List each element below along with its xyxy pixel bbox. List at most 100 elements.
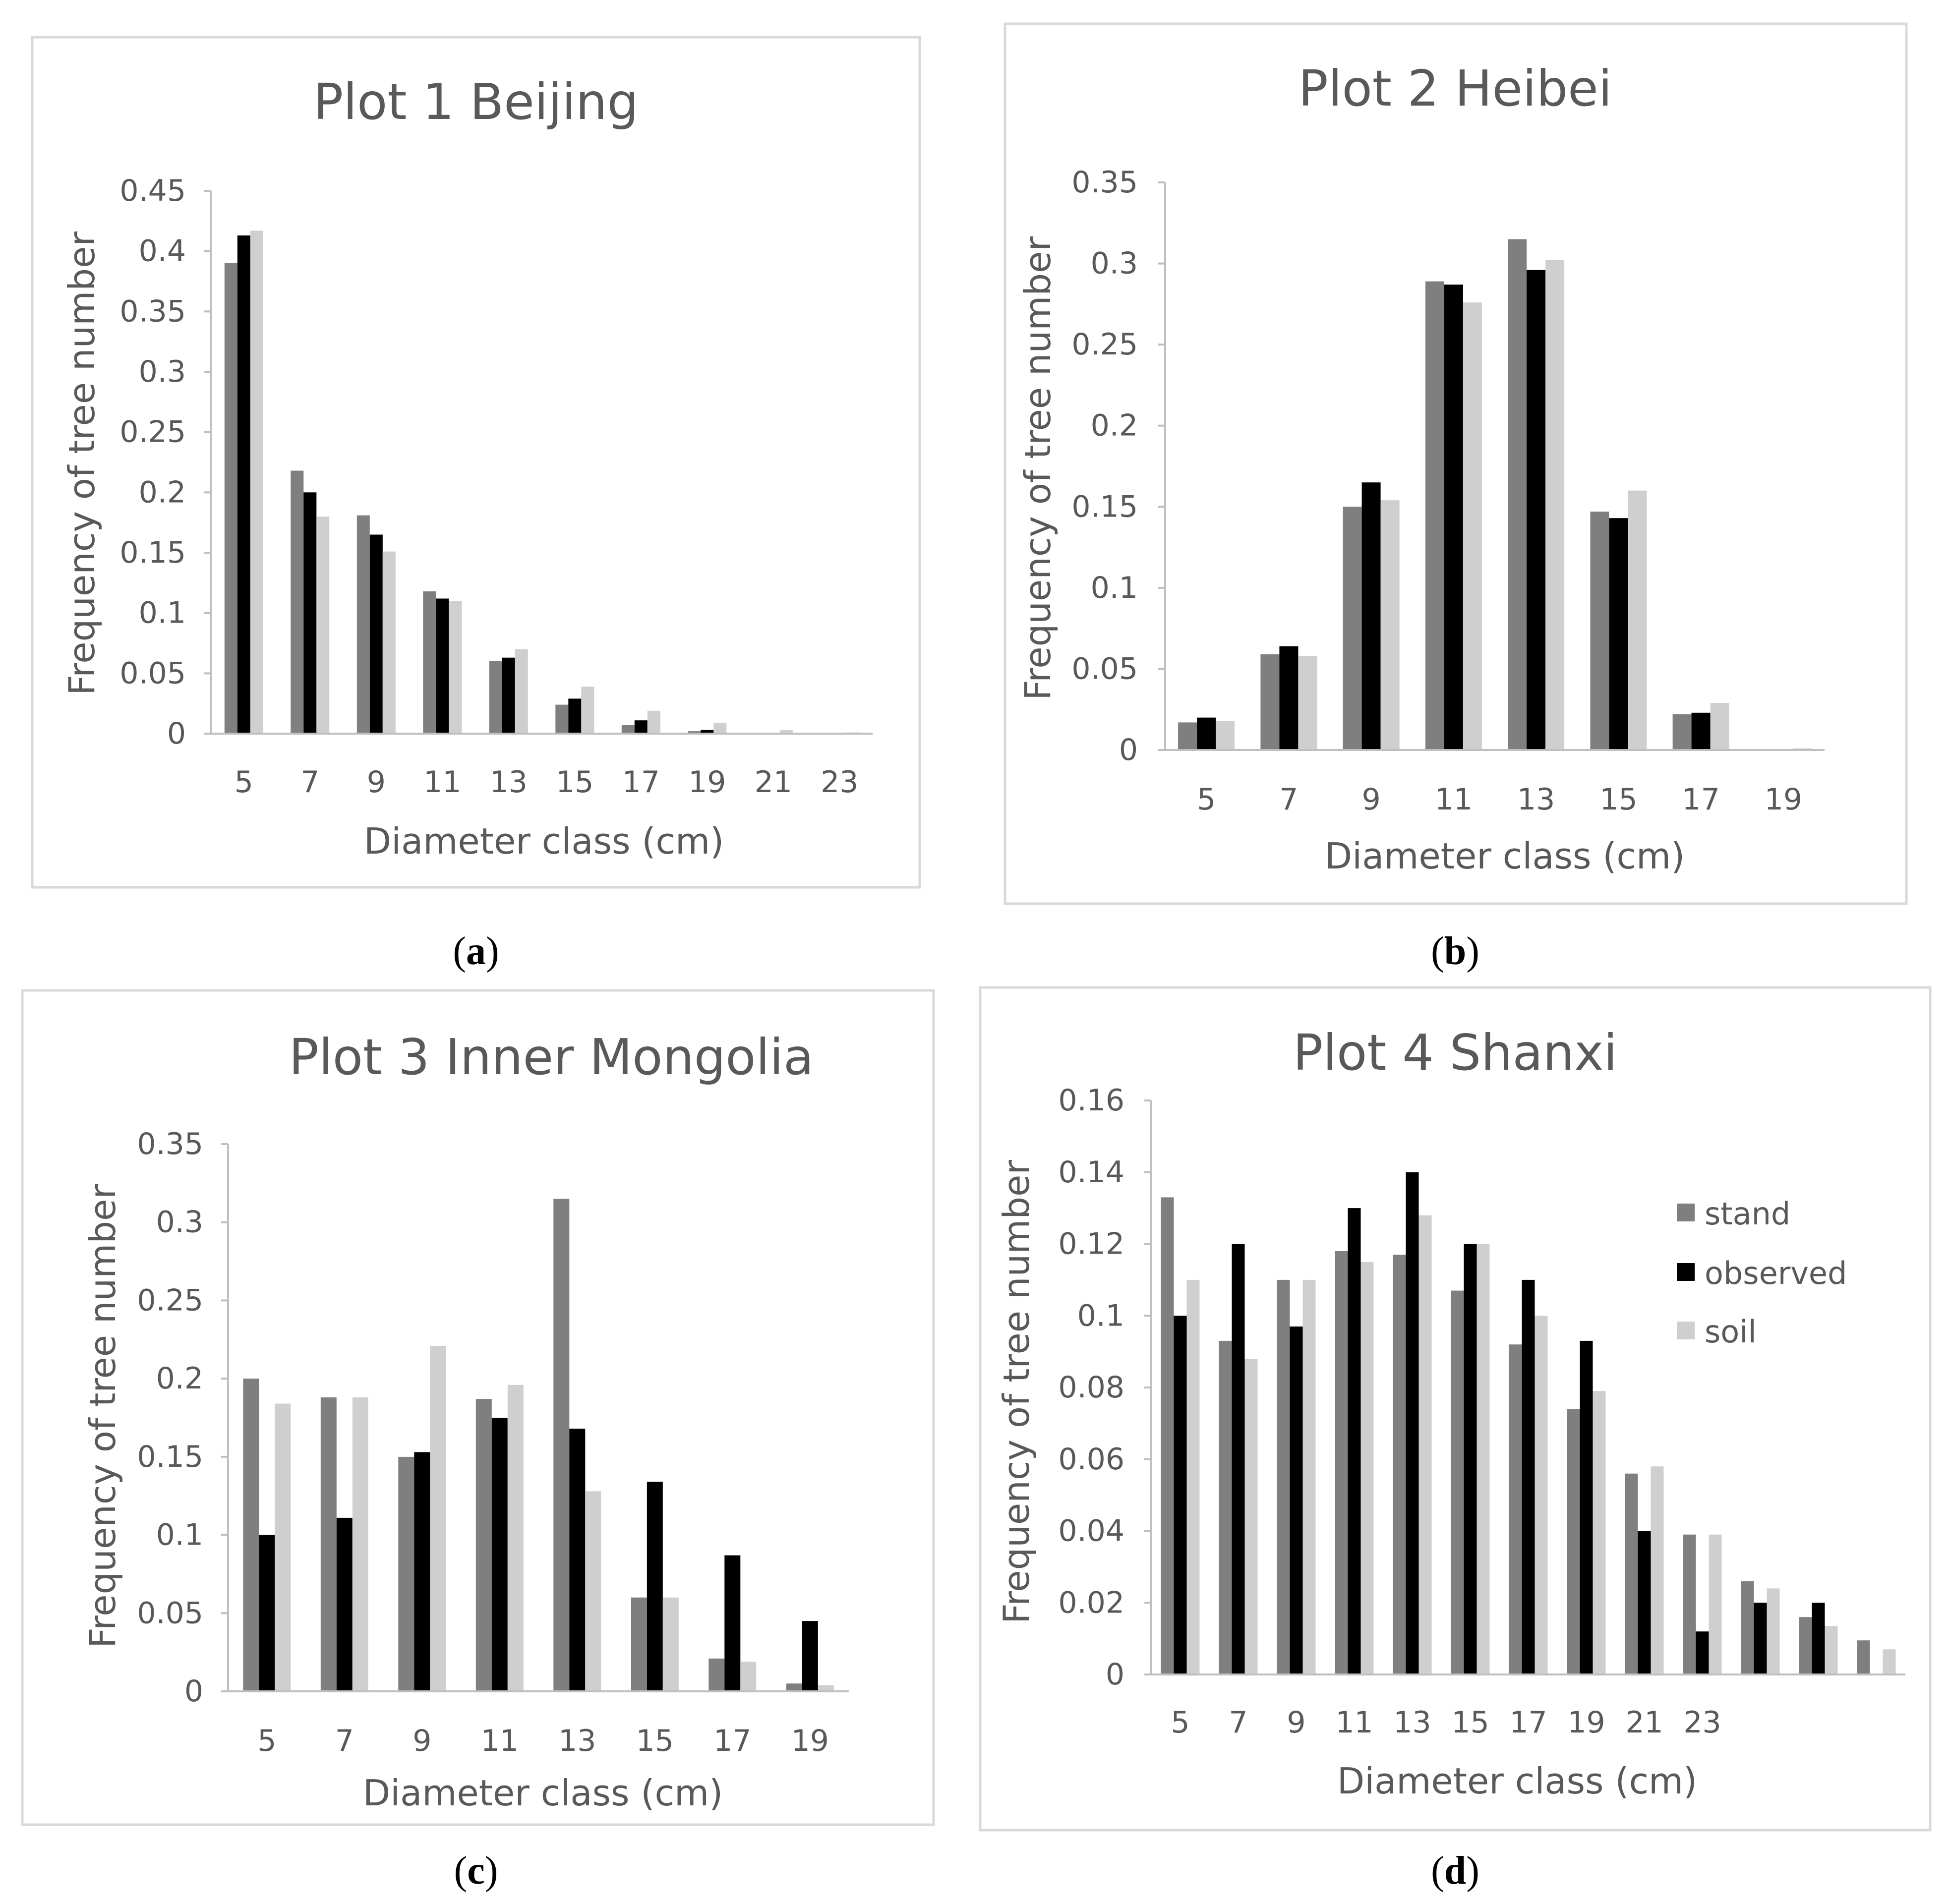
chart-a-bar-stand-11 — [423, 591, 436, 734]
chart-a-bar-soil-7 — [316, 517, 330, 734]
chart-a-bar-stand-7 — [291, 470, 304, 734]
chart-b-y-tick-label: 0.25 — [1071, 327, 1138, 362]
chart-c-bar-stand-7 — [320, 1397, 337, 1691]
chart-b-y-tick-label: 0.3 — [1091, 246, 1138, 281]
panel-a: Plot 1 Beijing Frequency of tree number … — [31, 36, 921, 973]
chart-b-bar-observed-7 — [1279, 646, 1299, 750]
chart-c-bar-stand-11 — [475, 1399, 492, 1691]
chart-b-bar-soil-7 — [1298, 656, 1317, 750]
chart-c-y-tick-label: 0.2 — [156, 1361, 203, 1396]
chart-d-x-tick-label: 21 — [1625, 1705, 1663, 1740]
chart-d-y-tick-label: 0.04 — [1058, 1514, 1124, 1549]
chart-b-x-tick-label: 9 — [1362, 782, 1381, 817]
chart-d-x-tick-label: 23 — [1683, 1705, 1721, 1740]
chart-d-bar-soil-21 — [1651, 1466, 1664, 1674]
chart-a-bar-observed-11 — [436, 598, 449, 734]
chart-a-bar-soil-5 — [250, 231, 263, 734]
chart-d-bar-soil-19 — [1593, 1391, 1606, 1674]
chart-c-x-tick-label: 7 — [335, 1724, 354, 1758]
chart-b-y-tick-label: 0.05 — [1071, 651, 1138, 686]
chart-d-bar-stand-9 — [1277, 1279, 1290, 1674]
legend-label-stand: stand — [1705, 1196, 1790, 1232]
chart-d-bar-stand-13 — [1393, 1255, 1406, 1674]
chart-d-title: Plot 4 Shanxi — [1293, 1024, 1617, 1082]
chart-a-bar-soil-17 — [647, 710, 660, 734]
panel-b: Plot 2 Heibei Frequency of tree number D… — [1004, 22, 1908, 973]
chart-b-bar-stand-7 — [1260, 654, 1280, 750]
chart-d-bar-soil-17 — [1535, 1316, 1548, 1675]
chart-c-x-axis-label: Diameter class (cm) — [363, 1772, 723, 1814]
chart-b-bar-observed-17 — [1691, 712, 1711, 750]
chart-a-x-tick-label: 13 — [490, 765, 528, 800]
chart-b-bar-soil-15 — [1628, 490, 1647, 750]
chart-d-bar-soil-class-12 — [1825, 1626, 1838, 1674]
chart-c-bar-stand-19 — [786, 1683, 802, 1691]
chart-d-bar-soil-5 — [1186, 1279, 1200, 1674]
chart-b-bar-soil-11 — [1463, 302, 1482, 750]
chart-b-bar-observed-13 — [1527, 270, 1546, 750]
chart-b-y-tick-label: 0.2 — [1091, 408, 1138, 443]
chart-a-y-tick-label: 0.25 — [119, 415, 186, 450]
chart-a-bar-stand-15 — [555, 704, 569, 734]
chart-c-bar-soil-19 — [818, 1685, 834, 1691]
chart-a-bar-observed-7 — [303, 492, 317, 734]
chart-a-x-tick-label: 15 — [556, 765, 593, 800]
chart-c-bar-soil-5 — [275, 1403, 291, 1691]
chart-d-bar-soil-15 — [1477, 1244, 1490, 1674]
chart-b-x-tick-label: 17 — [1682, 782, 1719, 817]
chart-c-y-tick-label: 0.35 — [137, 1127, 203, 1161]
chart-d-bar-observed-15 — [1464, 1244, 1477, 1674]
chart-c-bar-observed-11 — [491, 1418, 508, 1691]
chart-c-bar-observed-13 — [569, 1429, 586, 1691]
chart-b-bar-stand-13 — [1508, 239, 1527, 750]
chart-d-legend: stand observed soil — [1677, 1196, 1847, 1350]
legend-label-observed: observed — [1705, 1255, 1847, 1291]
chart-c-y-tick-label: 0.05 — [137, 1596, 203, 1630]
panel-c-label: (c) — [454, 1849, 498, 1893]
chart-c-bar-observed-19 — [802, 1621, 818, 1691]
chart-b-bar-soil-17 — [1710, 703, 1729, 750]
chart-b-y-tick-label: 0.1 — [1091, 571, 1138, 605]
chart-b-bar-soil-9 — [1380, 500, 1400, 750]
legend-swatch-soil — [1677, 1322, 1695, 1339]
chart-d-y-tick-label: 0 — [1106, 1657, 1124, 1692]
chart-c-bar-stand-17 — [709, 1658, 725, 1691]
chart-c-x-tick-label: 5 — [257, 1724, 276, 1758]
chart-d-y-tick-label: 0.14 — [1058, 1155, 1124, 1190]
chart-a-bar-soil-19 — [713, 723, 727, 734]
chart-a-bar-observed-19 — [701, 730, 714, 734]
chart-a-border — [31, 36, 921, 889]
chart-b-bar-stand-15 — [1590, 512, 1609, 750]
chart-b-bar-soil-13 — [1545, 260, 1565, 750]
chart-d-y-tick-label: 0.02 — [1058, 1585, 1124, 1620]
chart-b-bar-observed-5 — [1197, 717, 1216, 750]
chart-a-plot-area: 0 0.05 0.1 0.15 0.2 0.25 0.3 0.35 0.4 0.45 5 7 9 11 13… — [119, 173, 873, 800]
chart-b-y-tick-label: 0.15 — [1071, 489, 1138, 524]
chart-a-y-tick-label: 0.05 — [119, 656, 186, 691]
chart-a-bar-observed-5 — [237, 235, 250, 734]
chart-d-bar-stand-7 — [1219, 1340, 1232, 1674]
chart-d-bar-stand-class-13 — [1857, 1640, 1870, 1674]
chart-a-x-tick-label: 5 — [235, 765, 253, 800]
chart-d-bar-soil-13 — [1418, 1215, 1432, 1674]
chart-a-bar-soil-21 — [779, 730, 793, 734]
chart-d-bar-soil-class-11 — [1767, 1588, 1780, 1674]
chart-a-y-tick-label: 0.1 — [139, 596, 186, 631]
chart-d-bar-soil-9 — [1302, 1279, 1316, 1674]
chart-d-y-tick-label: 0.1 — [1077, 1298, 1124, 1333]
chart-d-x-tick-label: 13 — [1393, 1705, 1431, 1740]
chart-d-bar-observed-class-11 — [1754, 1603, 1767, 1675]
chart-b-x-tick-label: 13 — [1517, 782, 1555, 817]
chart-b-plot-area: 0 0.05 0.1 0.15 0.2 0.25 0.3 0.35 5 7 9 11 13 15 17 19 — [1071, 165, 1825, 817]
chart-a-bar-observed-9 — [369, 534, 383, 734]
chart-c-x-tick-label: 19 — [791, 1724, 829, 1758]
chart-b-y-tick-label: 0 — [1119, 733, 1138, 767]
chart-d-bar-stand-15 — [1451, 1290, 1464, 1674]
chart-a-x-tick-label: 11 — [423, 765, 461, 800]
chart-c-y-tick-label: 0.15 — [137, 1440, 203, 1474]
chart-d-x-tick-label: 5 — [1171, 1705, 1189, 1740]
chart-d-bar-stand-19 — [1567, 1409, 1580, 1674]
chart-b-bar-observed-15 — [1609, 518, 1628, 750]
chart-a-bar-soil-15 — [581, 687, 594, 734]
